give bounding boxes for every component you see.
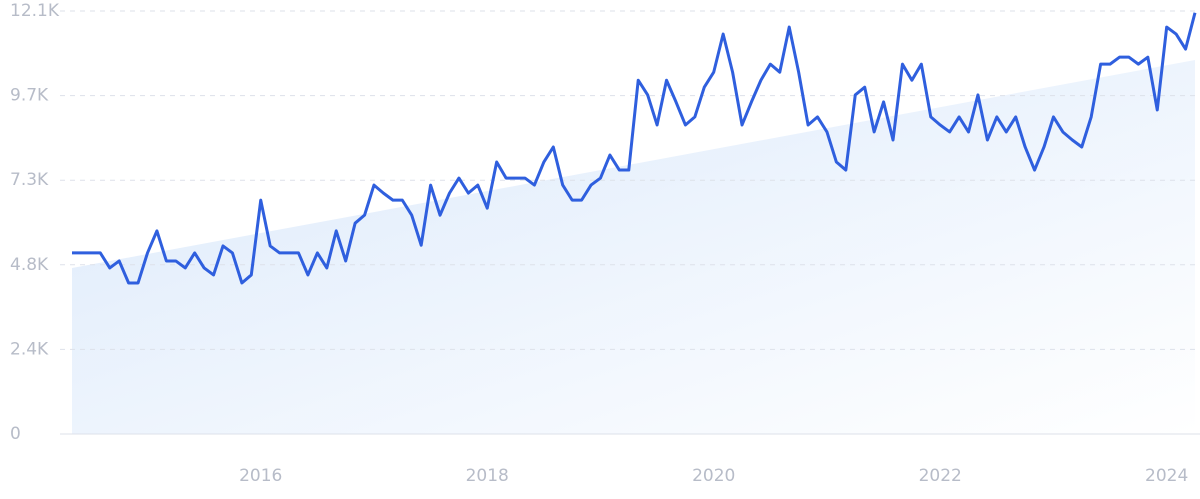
trend-area <box>72 60 1195 434</box>
y-tick-label: 7.3K <box>10 170 49 190</box>
y-tick-label: 4.8K <box>10 255 49 275</box>
y-tick-label: 0 <box>10 424 21 444</box>
x-tick-label: 2020 <box>692 466 735 486</box>
line <box>72 12 1197 285</box>
y-tick-label: 12.1K <box>10 1 60 21</box>
x-tick-label: 2016 <box>239 466 282 486</box>
y-tick-label: 9.7K <box>10 86 49 106</box>
x-tick-label: 2022 <box>919 466 962 486</box>
x-tick-label: 2018 <box>466 466 509 486</box>
y-tick-label: 2.4K <box>10 339 49 359</box>
x-tick-label: 2024 <box>1145 466 1188 486</box>
